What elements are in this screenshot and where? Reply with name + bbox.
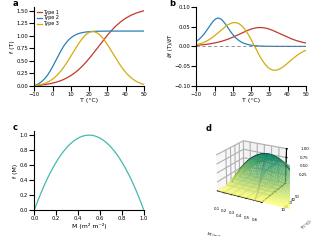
Legend: Type 1, Type 2, Type 3: Type 1, Type 2, Type 3 <box>37 9 59 26</box>
Type 2 <box>142 30 146 33</box>
Type 1 <box>111 27 115 30</box>
Type 1 <box>32 84 36 87</box>
Type 3 <box>68 56 72 59</box>
Text: d: d <box>205 124 212 133</box>
Type 3 <box>112 54 116 57</box>
Type 1 <box>112 27 116 30</box>
Type 2 <box>46 74 49 76</box>
Type 2 <box>76 33 80 35</box>
Type 3 <box>91 30 95 33</box>
Type 1 <box>68 75 72 78</box>
Y-axis label: f (M): f (M) <box>13 164 18 178</box>
Line: Type 1: Type 1 <box>34 11 144 86</box>
Type 1 <box>142 9 146 12</box>
Type 3 <box>76 44 80 46</box>
Y-axis label: T (°C): T (°C) <box>300 220 312 231</box>
Y-axis label: ∂f (T)/∂T: ∂f (T)/∂T <box>168 35 173 58</box>
Type 3 <box>46 81 49 84</box>
Type 3 <box>112 53 115 56</box>
Type 2 <box>68 37 72 40</box>
Y-axis label: f (T): f (T) <box>10 40 15 53</box>
X-axis label: T (°C): T (°C) <box>242 98 260 103</box>
Text: c: c <box>12 123 17 132</box>
Type 2 <box>111 30 115 33</box>
Type 2 <box>32 84 36 87</box>
Type 1 <box>46 83 49 86</box>
X-axis label: T (°C): T (°C) <box>80 98 98 103</box>
Type 3 <box>32 84 36 87</box>
X-axis label: M (m² m⁻²): M (m² m⁻²) <box>72 223 106 229</box>
Type 1 <box>76 69 80 72</box>
Line: Type 2: Type 2 <box>34 31 144 86</box>
Type 2 <box>112 30 116 33</box>
Type 3 <box>142 83 146 86</box>
Text: a: a <box>12 0 18 8</box>
Line: Type 3: Type 3 <box>34 32 144 86</box>
Type 3 <box>102 38 105 40</box>
Text: b: b <box>169 0 175 8</box>
X-axis label: M (m² m⁻²): M (m² m⁻²) <box>207 232 231 236</box>
Type 2 <box>101 30 105 33</box>
Type 1 <box>101 39 105 42</box>
